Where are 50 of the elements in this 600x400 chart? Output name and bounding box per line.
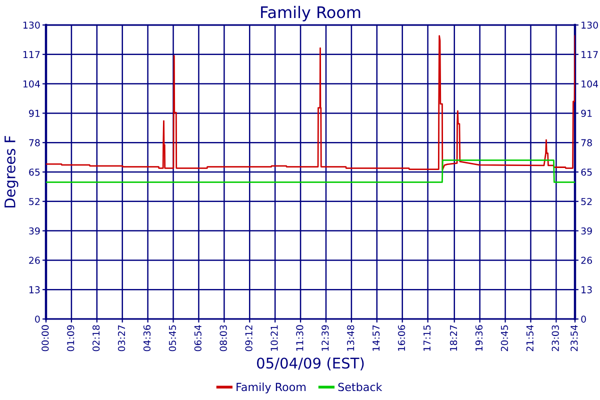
legend-label: Family Room (236, 382, 306, 394)
y2-tick-label: 78 (581, 139, 592, 146)
x-tick-label: 05:45 (168, 325, 176, 352)
y2-tick-label: 104 (582, 80, 598, 88)
y-tick-label: 26 (29, 256, 40, 264)
y-axis-title: Degrees F (4, 136, 18, 208)
y-tick-label: 52 (29, 198, 40, 206)
y-tick-label: 13 (29, 286, 40, 294)
y-tick-label: 39 (29, 227, 40, 235)
y2-tick-label: 65 (581, 168, 592, 176)
x-tick-label: 04:36 (143, 325, 151, 352)
x-tick-label: 03:27 (118, 325, 126, 352)
x-tick-label: 02:18 (92, 325, 100, 352)
chart-title: Family Room (261, 6, 360, 22)
y2-tick-label: 13 (582, 286, 592, 294)
y-tick-label: 130 (23, 22, 40, 29)
x-tick-label: 16:06 (398, 325, 406, 351)
y2-tick-label: 91 (581, 110, 592, 117)
y-tick-label: 104 (23, 80, 40, 88)
x-tick-label: 01:09 (67, 325, 74, 352)
y2-tick-label: 52 (581, 198, 592, 206)
y2-tick-label: 26 (581, 256, 592, 264)
x-axis-title: 05/04/09 (EST) (257, 357, 364, 370)
x-tick-label: 21:54 (526, 325, 534, 352)
x-tick-label: 09:12 (245, 326, 252, 352)
x-tick-label: 19:36 (475, 325, 483, 351)
y-tick-label: 65 (29, 168, 40, 176)
x-tick-label: 00:00 (42, 325, 49, 352)
y2-tick-label: 117 (582, 51, 598, 58)
x-tick-label: 12:39 (322, 325, 329, 351)
y-tick-label: 117 (23, 51, 40, 58)
x-tick-label: 13:48 (347, 325, 354, 351)
x-tick-label: 23:03 (552, 325, 559, 352)
line-series (46, 35, 575, 171)
x-tick-label: 10:21 (270, 325, 278, 351)
y2-tick-label: 130 (582, 22, 598, 29)
legend-label: Setback (338, 382, 382, 392)
x-tick-label: 17:15 (424, 325, 431, 351)
x-tick-label: 23:54 (570, 325, 578, 352)
y-tick-label: 0 (35, 316, 40, 323)
x-tick-label: 14:57 (372, 325, 380, 351)
y2-tick-label: 39 (581, 227, 592, 235)
x-tick-label: 20:45 (500, 325, 508, 352)
y2-tick-label: 0 (581, 316, 586, 323)
x-tick-label: 18:27 (450, 325, 458, 351)
x-tick-label: 08:03 (220, 325, 227, 352)
x-tick-label: 11:30 (296, 325, 304, 351)
y-tick-label: 91 (29, 110, 40, 117)
y-tick-label: 78 (29, 139, 40, 146)
x-tick-label: 06:54 (194, 325, 202, 352)
